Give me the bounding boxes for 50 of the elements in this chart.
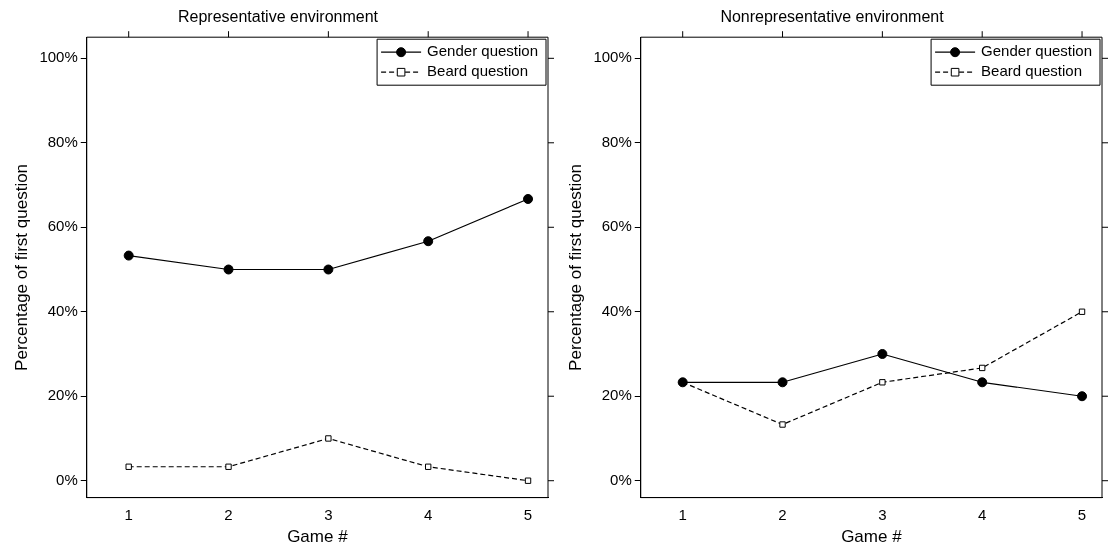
x-tick-label: 5	[523, 505, 533, 523]
point	[323, 264, 334, 275]
x-tick-label: 3	[324, 505, 333, 523]
x-tick-label: 2	[778, 505, 787, 523]
point	[1078, 308, 1086, 315]
y-tick-label: 20%	[47, 386, 78, 404]
y-tick-label: 100%	[593, 48, 632, 66]
legend-label: Gender question	[981, 42, 1093, 60]
chart-title: Representative environment	[177, 8, 379, 26]
point	[125, 463, 132, 470]
y-tick-label: 40%	[601, 301, 632, 319]
point	[979, 364, 986, 372]
point	[524, 477, 532, 484]
legend-label: Beard question	[981, 62, 1082, 80]
legend-label: Gender question	[427, 42, 539, 60]
y-tick-label: 40%	[47, 301, 78, 319]
point	[425, 463, 432, 470]
y-axis-title: Percentage of first question	[11, 163, 31, 371]
point	[423, 236, 434, 247]
y-tick-label: 0%	[56, 470, 78, 488]
point	[777, 377, 788, 388]
x-tick-label: 1	[124, 505, 133, 523]
x-tick-label: 3	[878, 505, 887, 523]
y-tick-label: 60%	[601, 217, 632, 235]
x-axis-title: Game #	[841, 527, 903, 547]
legend-label: Beard question	[427, 62, 528, 80]
y-tick-label: 20%	[601, 386, 632, 404]
y-tick-label: 100%	[39, 48, 78, 66]
point	[123, 250, 134, 261]
chart-title: Nonrepresentative environment	[720, 8, 945, 26]
point	[223, 264, 234, 275]
point	[1077, 391, 1088, 402]
point	[325, 435, 332, 442]
y-axis-title: Percentage of first question	[565, 163, 585, 371]
x-tick-label: 4	[424, 505, 433, 523]
x-tick-label: 2	[224, 505, 233, 523]
x-axis-title: Game #	[287, 527, 349, 547]
point	[877, 348, 888, 359]
point	[977, 377, 988, 388]
y-tick-label: 0%	[610, 470, 632, 488]
y-tick-label: 60%	[47, 217, 78, 235]
y-tick-label: 80%	[601, 132, 632, 150]
x-tick-label: 5	[1077, 505, 1087, 523]
point	[879, 379, 886, 386]
point	[225, 463, 232, 470]
point	[523, 193, 534, 204]
point	[779, 421, 786, 428]
x-tick-label: 4	[978, 505, 987, 523]
y-tick-label: 80%	[47, 132, 78, 150]
x-tick-label: 1	[678, 505, 687, 523]
